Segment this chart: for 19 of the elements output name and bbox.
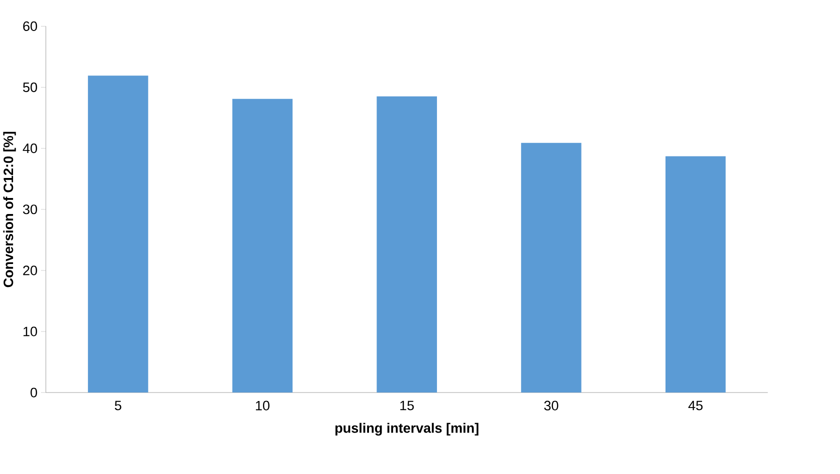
bar [232,98,293,392]
bar [521,142,582,392]
y-tick-label: 40 [22,143,38,154]
bar [665,156,726,392]
y-tick-label: 60 [23,21,38,31]
y-axis-title: Conversion of C12:0 [%] [3,132,16,288]
bar [376,96,437,392]
y-tick-label: 50 [23,82,38,92]
x-tick-label: 5 [114,400,122,410]
x-axis-title: pusling intervals [min] [335,422,478,436]
bar [88,76,148,392]
x-tick-label: 30 [544,400,558,410]
x-tick-label: 10 [256,400,270,410]
x-tick-label: 45 [688,400,703,410]
x-tick-label: 15 [400,400,414,410]
y-tick-label: 20 [23,266,38,276]
y-tick-label: 10 [24,326,38,336]
y-tick-label: 0 [30,388,38,398]
y-tick-label: 30 [23,204,38,214]
